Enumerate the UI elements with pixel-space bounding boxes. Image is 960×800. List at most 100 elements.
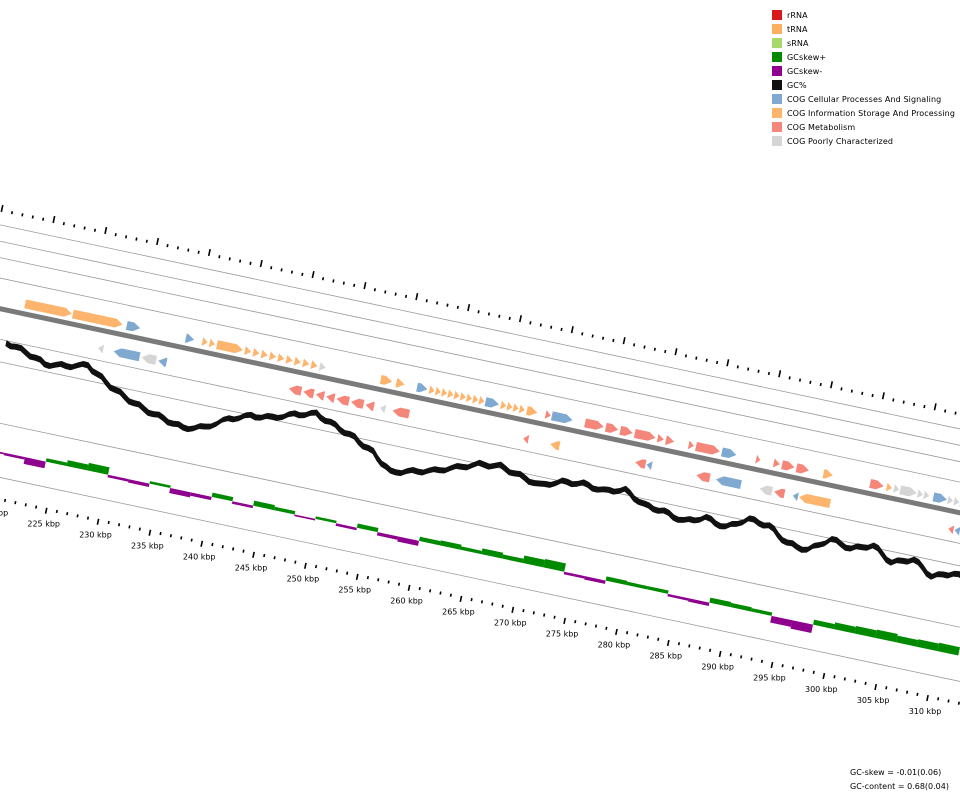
cog-feature-arrow (695, 442, 720, 455)
outer-ruler-tick (933, 403, 937, 411)
kbp-tick-label: 265 kbp (442, 608, 475, 617)
cog-feature-arrow (720, 447, 737, 458)
cog-feature-arrow (380, 404, 387, 414)
legend-item-srna: sRNA (772, 36, 958, 50)
kbp-ruler-tick (283, 558, 287, 562)
kbp-ruler-tick (387, 580, 390, 584)
kbp-ruler-tick (180, 536, 183, 540)
gc-content-stat: GC-content = 0.68(0.04) (850, 782, 949, 791)
cog-feature-arrow (351, 398, 365, 409)
kbp-ruler-tick (770, 661, 774, 669)
cog-feature-arrow (472, 394, 479, 404)
gc-skew-bar (522, 555, 546, 568)
kbp-ruler-tick (346, 571, 349, 575)
outer-ruler-tick (156, 237, 160, 246)
outer-ruler-tick (301, 272, 304, 276)
gc-skew-bar (23, 457, 46, 469)
outer-ruler-tick (674, 348, 678, 356)
gc-skew-bar (211, 492, 234, 502)
kbp-ruler-tick (636, 633, 639, 637)
cog-feature-arrow (201, 337, 208, 346)
kbp-ruler-tick (802, 668, 805, 672)
cog-feature-arrow (478, 395, 485, 405)
outer-ruler-tick (902, 400, 905, 404)
gc-skew-bar (128, 479, 150, 487)
kbp-ruler-tick (926, 694, 929, 702)
outer-ruler-tick (798, 378, 802, 382)
outer-ruler-tick (124, 235, 128, 239)
kbp-tick-label: 285 kbp (649, 652, 682, 661)
gc-skew-bar (149, 481, 171, 489)
outer-ruler-tick (736, 365, 739, 369)
genome-backbone (0, 306, 960, 516)
kbp-ruler-tick (418, 586, 421, 591)
kbp-ruler-tick (729, 653, 732, 657)
legend-item-trna: tRNA (772, 22, 958, 36)
kbp-ruler-tick (377, 578, 380, 582)
legend-item-gc-percent: GC% (772, 78, 958, 92)
kbp-ruler-tick (480, 600, 484, 604)
outer-ruler-tick (622, 337, 626, 345)
outer-ruler-tick (145, 239, 148, 243)
kbp-ruler-tick (221, 545, 224, 549)
kbp-ruler-tick (86, 516, 90, 520)
track-guide-line (0, 338, 960, 544)
cog-feature-arrow (465, 393, 473, 403)
outer-ruler-tick (83, 226, 86, 230)
kbp-tick-label: 295 kbp (753, 674, 786, 683)
kbp-ruler-tick (76, 514, 79, 518)
cog-feature-track (24, 299, 960, 536)
legend-item-gcskew-plus: GCskew+ (772, 50, 958, 64)
kbp-ruler-tick (740, 655, 743, 659)
kbp-ruler-tick (584, 622, 587, 626)
cog-feature-arrow (158, 357, 168, 367)
outer-ruler-tick (705, 358, 708, 362)
cog-feature-arrow (318, 362, 326, 371)
outer-ruler-tick (218, 255, 221, 259)
kbp-ruler-tick (760, 659, 764, 663)
kbp-ruler-tick (937, 697, 940, 701)
outer-ruler-tick (239, 259, 242, 263)
kbp-ruler-tick (3, 498, 7, 503)
legend-label-trna: tRNA (787, 24, 808, 34)
gc-skew-bar (315, 516, 337, 524)
outer-ruler-tick (311, 270, 315, 279)
kbp-ruler-tick (781, 664, 784, 668)
kbp-ruler-tick (335, 569, 338, 573)
gc-skew-bar (460, 546, 482, 555)
kbp-ruler-tick (677, 642, 681, 646)
kbp-ruler-tick (439, 591, 442, 595)
cog-feature-arrow (441, 388, 448, 397)
gc-skew-bar (813, 619, 835, 630)
outer-ruler-tick (861, 391, 864, 395)
cog-feature-arrow (544, 410, 551, 419)
kbp-ruler-tick (874, 683, 878, 691)
cog-feature-arrow (310, 360, 318, 370)
gc-skew-bar (169, 488, 191, 498)
cog-feature-arrow (506, 401, 513, 411)
gc-skew-bar (916, 639, 940, 652)
outer-ruler-tick (695, 356, 698, 360)
kbp-ruler-tick (190, 538, 193, 542)
kbp-tick-label: 270 kbp (494, 619, 527, 628)
legend-swatch-cog-information (772, 108, 782, 118)
kbp-ruler-tick (501, 604, 504, 608)
kbp-tick-label: 260 kbp (390, 597, 423, 606)
cog-feature-arrow (512, 403, 519, 413)
outer-ruler-tick (830, 381, 834, 389)
outer-ruler-tick (684, 354, 688, 358)
outer-ruler-tick (643, 345, 646, 349)
kbp-ruler-tick (916, 692, 919, 697)
cog-feature-arrow (453, 390, 460, 400)
cog-feature-arrow (885, 482, 892, 492)
gc-skew-bar (273, 506, 296, 515)
gc-skew-bar (376, 532, 399, 540)
gc-skew-bar (647, 586, 669, 594)
cog-feature-arrow (664, 435, 675, 445)
outer-ruler-tick (871, 393, 874, 398)
legend-item-cog-metabolism: COG Metabolism (772, 120, 958, 134)
kbp-ruler-tick (314, 564, 318, 569)
kbp-ruler-tick (574, 620, 577, 624)
gc-skew-bar (3, 452, 26, 460)
